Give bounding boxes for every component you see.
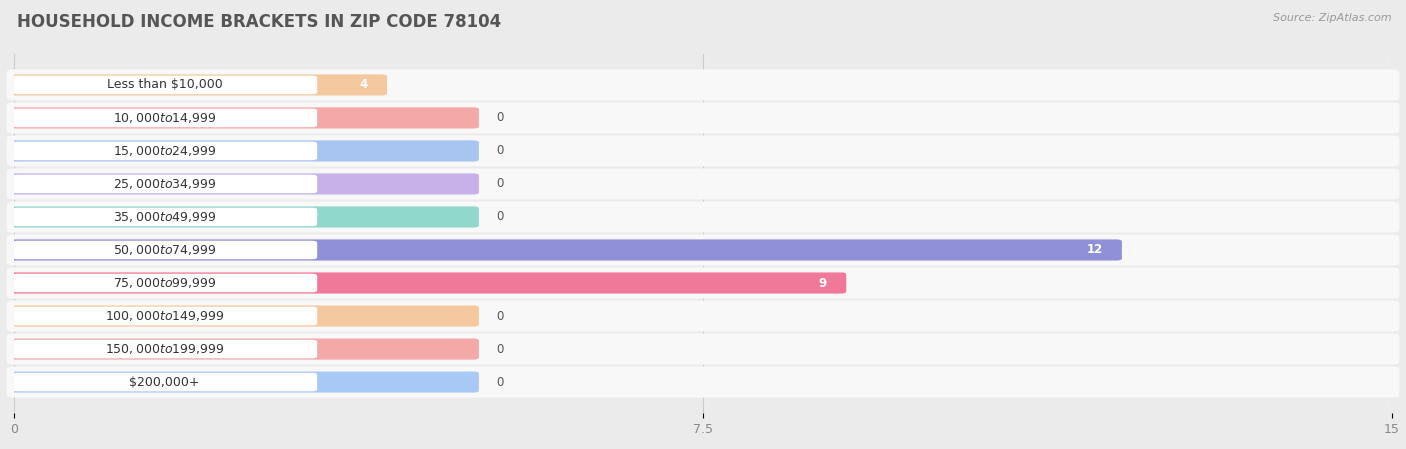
Text: $25,000 to $34,999: $25,000 to $34,999 [112,177,217,191]
FancyBboxPatch shape [8,107,479,128]
FancyBboxPatch shape [7,366,1399,397]
Text: 0: 0 [496,375,503,388]
FancyBboxPatch shape [13,175,318,193]
Text: $50,000 to $74,999: $50,000 to $74,999 [112,243,217,257]
Text: $200,000+: $200,000+ [129,375,200,388]
Text: $35,000 to $49,999: $35,000 to $49,999 [112,210,217,224]
FancyBboxPatch shape [7,136,1399,167]
FancyBboxPatch shape [7,70,1399,101]
Text: Less than $10,000: Less than $10,000 [107,79,222,92]
FancyBboxPatch shape [8,273,846,294]
FancyBboxPatch shape [13,340,318,358]
FancyBboxPatch shape [7,268,1399,299]
Text: 4: 4 [360,79,368,92]
FancyBboxPatch shape [7,334,1399,365]
FancyBboxPatch shape [7,234,1399,265]
Text: $100,000 to $149,999: $100,000 to $149,999 [105,309,225,323]
Text: 9: 9 [818,277,827,290]
Text: HOUSEHOLD INCOME BRACKETS IN ZIP CODE 78104: HOUSEHOLD INCOME BRACKETS IN ZIP CODE 78… [17,13,501,31]
FancyBboxPatch shape [13,142,318,160]
FancyBboxPatch shape [8,339,479,360]
Text: Source: ZipAtlas.com: Source: ZipAtlas.com [1274,13,1392,23]
FancyBboxPatch shape [13,274,318,292]
FancyBboxPatch shape [7,300,1399,331]
FancyBboxPatch shape [13,373,318,392]
Text: 12: 12 [1087,243,1102,256]
Text: 0: 0 [496,111,503,124]
Text: $150,000 to $199,999: $150,000 to $199,999 [105,342,225,356]
FancyBboxPatch shape [7,202,1399,233]
Text: 0: 0 [496,309,503,322]
FancyBboxPatch shape [7,102,1399,133]
FancyBboxPatch shape [8,75,387,96]
FancyBboxPatch shape [13,307,318,325]
FancyBboxPatch shape [13,208,318,226]
FancyBboxPatch shape [13,109,318,127]
Text: 0: 0 [496,145,503,158]
Text: $75,000 to $99,999: $75,000 to $99,999 [112,276,217,290]
Text: $15,000 to $24,999: $15,000 to $24,999 [112,144,217,158]
Text: $10,000 to $14,999: $10,000 to $14,999 [112,111,217,125]
Text: 0: 0 [496,177,503,190]
FancyBboxPatch shape [8,371,479,392]
FancyBboxPatch shape [13,241,318,259]
Text: 0: 0 [496,343,503,356]
FancyBboxPatch shape [8,207,479,228]
FancyBboxPatch shape [8,305,479,326]
Text: 0: 0 [496,211,503,224]
FancyBboxPatch shape [8,173,479,194]
FancyBboxPatch shape [8,141,479,162]
FancyBboxPatch shape [13,75,318,94]
FancyBboxPatch shape [7,168,1399,199]
FancyBboxPatch shape [8,239,1122,260]
